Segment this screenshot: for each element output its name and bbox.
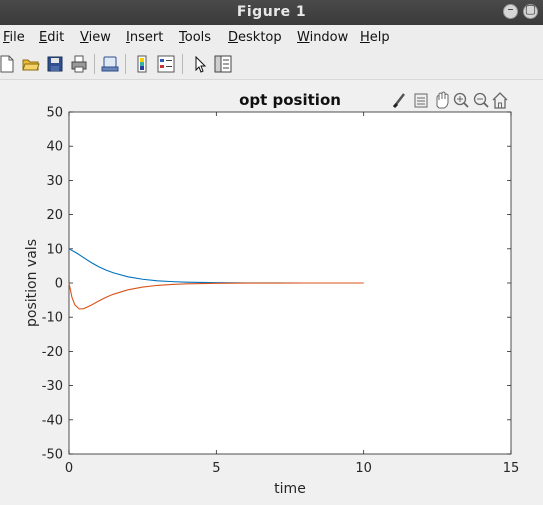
series-line-2[interactable]	[68, 282, 364, 310]
colorbar-icon[interactable]	[133, 55, 151, 73]
brush-icon[interactable]	[392, 93, 405, 109]
x-tick-label: 5	[212, 461, 220, 476]
y-tick-label: 50	[46, 106, 63, 121]
save-icon[interactable]	[46, 55, 64, 73]
figure-area: opt position 0 5 10 15 -50 -40 -30 -20 -10 0 10 20 3…	[0, 80, 543, 501]
minimize-icon: –	[507, 2, 514, 16]
x-tick-label: 15	[503, 461, 520, 476]
y-tick-label: -40	[42, 413, 63, 428]
minimize-button[interactable]: –	[503, 2, 518, 19]
zoom-in-icon[interactable]	[453, 92, 469, 108]
window-titlebar[interactable]: Figure 1 – ▢	[0, 0, 543, 25]
menu-help[interactable]: Help	[360, 30, 390, 45]
toolbar-separator	[125, 54, 126, 74]
data-tips-icon[interactable]	[414, 93, 428, 108]
pointer-icon[interactable]	[191, 55, 209, 73]
menu-desktop[interactable]: Desktop	[228, 30, 282, 45]
open-file-icon[interactable]	[22, 55, 40, 73]
menu-edit[interactable]: Edit	[39, 30, 65, 45]
print-icon[interactable]	[70, 55, 88, 73]
x-axis-label: time	[274, 481, 306, 497]
maximize-icon: ▢	[524, 2, 537, 16]
y-tick-label: -50	[42, 448, 63, 463]
figure-toolbar	[0, 49, 543, 80]
y-tick-label: -20	[42, 345, 63, 360]
link-icon[interactable]	[101, 55, 119, 73]
chart-title: opt position	[239, 91, 341, 109]
menu-tools[interactable]: Tools	[179, 30, 212, 45]
pan-icon[interactable]	[436, 91, 449, 109]
series-group	[68, 248, 364, 310]
home-icon[interactable]	[492, 92, 508, 109]
property-inspector-icon[interactable]	[214, 55, 232, 73]
toolbar-separator	[182, 54, 183, 74]
y-axis-label: position vals	[24, 239, 40, 327]
legend-icon[interactable]	[157, 55, 175, 73]
maximize-button[interactable]: ▢	[523, 2, 538, 19]
menu-window[interactable]: Window	[297, 30, 349, 45]
zoom-out-icon[interactable]	[473, 92, 489, 108]
menu-view[interactable]: View	[80, 30, 111, 45]
y-tick-label: -10	[42, 311, 63, 326]
new-figure-icon[interactable]	[0, 55, 16, 73]
axes-toolbar	[392, 91, 508, 109]
y-tick-label: -30	[42, 379, 63, 394]
chart[interactable]: opt position 0 5 10 15 -50 -40 -30 -20 -10 0 10 20 3…	[0, 80, 543, 501]
x-tick-label: 0	[65, 461, 73, 476]
toolbar-separator	[94, 54, 95, 74]
menu-bar: File Edit View Insert Tools Desktop Wind…	[0, 25, 543, 49]
y-tick-label: 0	[55, 277, 63, 292]
window-title: Figure 1	[236, 4, 307, 20]
y-tick-label: 10	[46, 242, 63, 257]
y-tick-label: 40	[46, 140, 63, 155]
y-tick-label: 20	[46, 208, 63, 223]
menu-insert[interactable]: Insert	[126, 30, 164, 45]
axis-ticks: 0 5 10 15 -50 -40 -30 -20 -10 0 10 20 30 40 50	[42, 106, 520, 477]
x-tick-label: 10	[355, 461, 372, 476]
y-tick-label: 30	[46, 174, 63, 189]
menu-file[interactable]: File	[3, 30, 25, 45]
